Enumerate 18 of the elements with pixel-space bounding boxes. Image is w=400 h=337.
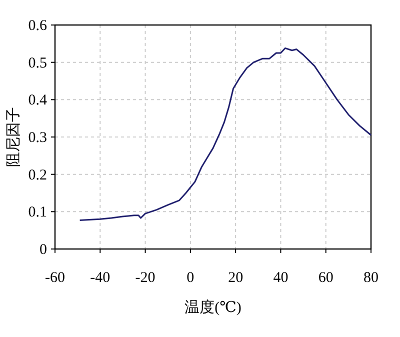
- x-tick-label: -40: [90, 270, 110, 286]
- x-axis-title: 温度(℃): [184, 299, 242, 316]
- x-tick-label: 20: [228, 270, 244, 286]
- x-tick-label: 40: [273, 270, 288, 286]
- y-axis-title: 阻尼因子: [6, 107, 22, 167]
- y-tick-label: 0.4: [28, 92, 48, 109]
- y-tick-label: 0.2: [28, 167, 47, 184]
- line-series: [79, 47, 372, 221]
- y-tick-label: 0.3: [28, 130, 47, 146]
- y-tick-label: 0.6: [28, 18, 48, 34]
- x-tick-label: -60: [45, 270, 65, 286]
- x-tick-label: -20: [135, 270, 156, 286]
- x-tick-label: 80: [364, 270, 378, 286]
- y-tick-label: 0.1: [28, 204, 47, 221]
- x-tick-label: 0: [186, 270, 194, 286]
- y-tick-label: 0: [40, 242, 47, 258]
- y-tick-label: 0.5: [28, 55, 47, 72]
- x-tick-label: 60: [318, 270, 334, 286]
